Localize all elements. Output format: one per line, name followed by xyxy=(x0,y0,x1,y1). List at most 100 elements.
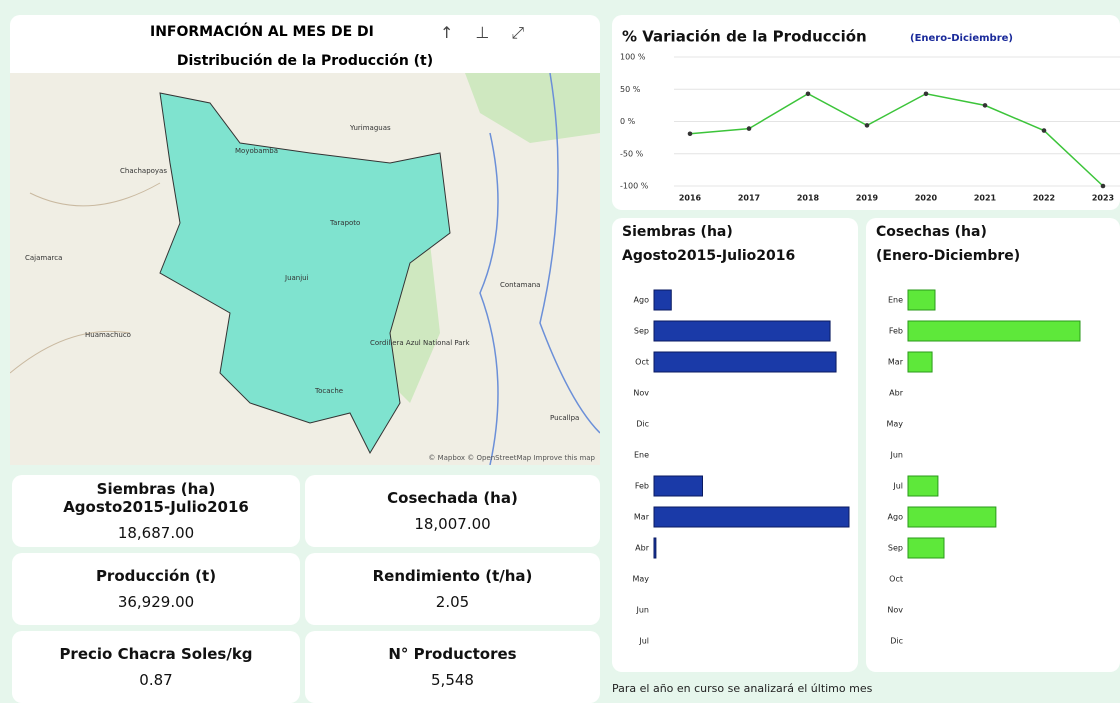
y-tick-label: Ene xyxy=(634,451,649,460)
point xyxy=(1041,128,1047,133)
kpi-label: N° Productores xyxy=(388,645,517,663)
y-tick-label: Ene xyxy=(888,296,903,305)
y-tick-label: 100 % xyxy=(620,53,646,62)
y-tick-label: Feb xyxy=(635,482,649,491)
bar-card: Cosechas (ha) (Enero-Diciembre) Ene Feb Mar A… xyxy=(866,218,1120,672)
bar xyxy=(907,537,945,559)
kpi-card: Producción (t) 36,929.00 xyxy=(12,553,300,625)
chart-title: Cosechas (ha) xyxy=(876,224,987,240)
kpi-card: Precio Chacra Soles/kg 0.87 xyxy=(12,631,300,703)
kpi-value: 0.87 xyxy=(139,671,173,689)
y-tick-label: Mar xyxy=(888,358,904,367)
kpi-label: Siembras (ha) Agosto2015-Julio2016 xyxy=(63,480,249,516)
map-label: Tocache xyxy=(314,387,343,395)
chart-subtitle: Agosto2015-Julio2016 xyxy=(622,248,795,264)
map-label: Cajamarca xyxy=(25,254,62,262)
y-tick-label: Dic xyxy=(636,420,649,429)
y-tick-label: Ago xyxy=(888,513,904,522)
bar xyxy=(653,320,831,342)
point xyxy=(746,126,752,131)
point xyxy=(923,91,929,97)
y-tick-label: Oct xyxy=(635,358,649,367)
kpi-value: 36,929.00 xyxy=(117,593,195,611)
x-tick-label: 2016 xyxy=(679,194,702,203)
x-tick-label: 2023 xyxy=(1092,194,1114,203)
chart-subtitle: (Enero-Diciembre) xyxy=(876,248,1020,264)
y-tick-label: Abr xyxy=(635,544,650,553)
map-label: Chachapoyas xyxy=(120,167,167,175)
kpi-card: N° Productores 5,548 xyxy=(305,631,600,703)
bar-chart: Siembras (ha) Agosto2015-Julio2016 Ago Sep O… xyxy=(622,224,850,646)
point xyxy=(1100,183,1106,189)
bar xyxy=(653,475,704,497)
y-tick-label: Mar xyxy=(634,513,650,522)
y-tick-label: 0 % xyxy=(620,117,636,126)
kpi-value: 18,687.00 xyxy=(117,524,195,542)
bar xyxy=(653,537,657,559)
line-chart: % Variación de la Producción (Enero-Dicie… xyxy=(620,28,1120,203)
map-card: INFORMACIÓN AL MES DE DI ↑⊥⤢ Distribució… xyxy=(10,15,600,465)
chart-title: Siembras (ha) xyxy=(622,224,733,240)
kpi-card: Rendimiento (t/ha) 2.05 xyxy=(305,553,600,625)
y-tick-label: Nov xyxy=(633,389,649,398)
y-tick-label: Sep xyxy=(888,544,903,553)
x-tick-label: 2019 xyxy=(856,194,879,203)
bar xyxy=(907,506,997,528)
y-tick-label: Jun xyxy=(890,451,904,460)
y-tick-label: Jun xyxy=(636,606,650,615)
y-tick-label: Oct xyxy=(889,575,903,584)
y-tick-label: Abr xyxy=(889,389,904,398)
bar xyxy=(907,351,933,373)
bar xyxy=(653,506,850,528)
y-tick-label: Feb xyxy=(889,327,903,336)
y-tick-label: 50 % xyxy=(620,85,641,94)
river xyxy=(479,73,600,465)
map: Moyobamba Tarapoto Juanjui Tocache Chachapoy… xyxy=(10,73,600,465)
bar-chart: Cosechas (ha) (Enero-Diciembre) Ene Feb Mar A… xyxy=(876,224,1081,646)
x-tick-label: 2018 xyxy=(797,194,820,203)
bar xyxy=(907,289,936,311)
bar-card: Siembras (ha) Agosto2015-Julio2016 Ago Sep O… xyxy=(612,218,858,672)
bar xyxy=(653,351,837,373)
y-tick-label: Dic xyxy=(890,637,903,646)
point xyxy=(805,91,811,97)
kpi-value: 18,007.00 xyxy=(414,515,491,533)
bar xyxy=(907,320,1081,342)
y-tick-label: May xyxy=(632,575,649,584)
x-tick-label: 2020 xyxy=(915,194,938,203)
x-tick-label: 2017 xyxy=(738,194,760,203)
kpi-label: Producción (t) xyxy=(95,567,217,585)
point xyxy=(687,131,693,137)
region xyxy=(159,92,451,455)
kpi-label: Precio Chacra Soles/kg xyxy=(59,645,253,663)
park xyxy=(465,73,600,143)
map-title: Distribución de la Producción (t) xyxy=(176,53,434,69)
y-tick-label: Ago xyxy=(634,296,650,305)
kpi-label: Rendimiento (t/ha) xyxy=(372,567,533,585)
kpi-label: Cosechada (ha) xyxy=(387,489,518,507)
footer-note: Para el año en curso se analizará el últ… xyxy=(612,682,873,695)
bar xyxy=(653,289,672,311)
map-label: Contamana xyxy=(500,281,540,289)
y-tick-label: -100 % xyxy=(620,182,649,191)
chart-title: % Variación de la Producción xyxy=(622,28,867,46)
kpi-value: 5,548 xyxy=(431,671,474,689)
y-tick-label: -50 % xyxy=(620,149,644,158)
map-label: Pucallpa xyxy=(550,414,579,422)
kpi-value: 2.05 xyxy=(435,593,470,611)
map-label: Moyobamba xyxy=(235,147,278,155)
map-label: Yurimaguas xyxy=(349,124,391,132)
x-tick-label: 2021 xyxy=(974,194,997,203)
kpi-card: Cosechada (ha) 18,007.00 xyxy=(305,475,600,547)
map-label: Huamachuco xyxy=(85,331,131,339)
road xyxy=(10,182,161,374)
y-tick-label: May xyxy=(886,420,903,429)
toolbar-icons[interactable]: ↑⊥⤢ xyxy=(440,23,547,42)
y-tick-label: Sep xyxy=(634,327,649,336)
line-card: % Variación de la Producción (Enero-Dicie… xyxy=(612,15,1120,210)
header-title: INFORMACIÓN AL MES DE DI xyxy=(150,24,374,40)
line xyxy=(689,92,1104,187)
map-attribution: © Mapbox © OpenStreetMap Improve this ma… xyxy=(428,454,595,462)
map-label: Juanjui xyxy=(284,274,309,282)
